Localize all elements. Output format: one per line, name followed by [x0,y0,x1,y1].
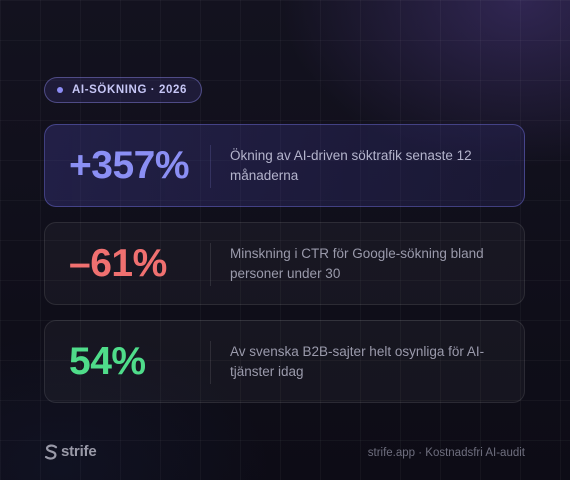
strife-logo: strife [44,443,97,460]
stat-description: Ökning av AI-driven söktrafik senaste 12… [230,147,472,183]
card-divider [210,341,211,384]
badge-dot-icon [57,87,63,93]
topic-badge: AI-SÖKNING · 2026 [44,77,203,103]
stat-value: –61% [69,241,167,285]
logo-text: strife [61,443,97,460]
stat-card-ctr: –61% Minskning i CTR för Google-sökning … [44,222,525,305]
stat-value: 54% [69,339,146,383]
stat-value: +357% [69,143,190,187]
stat-description: Av svenska B2B-sajter helt osynliga för … [230,343,485,379]
stat-card-b2b: 54% Av svenska B2B-sajter helt osynliga … [44,320,525,403]
stat-description: Minskning i CTR för Google-sökning bland… [230,245,484,281]
stat-card-ai-traffic: +357% Ökning av AI-driven söktrafik sena… [44,124,525,207]
card-divider [210,243,211,286]
footer-note: strife.app · Kostnadsfri AI-audit [367,447,525,459]
strife-logo-icon [44,443,58,460]
badge-label: AI-SÖKNING · 2026 [72,84,188,96]
card-divider [210,145,211,188]
